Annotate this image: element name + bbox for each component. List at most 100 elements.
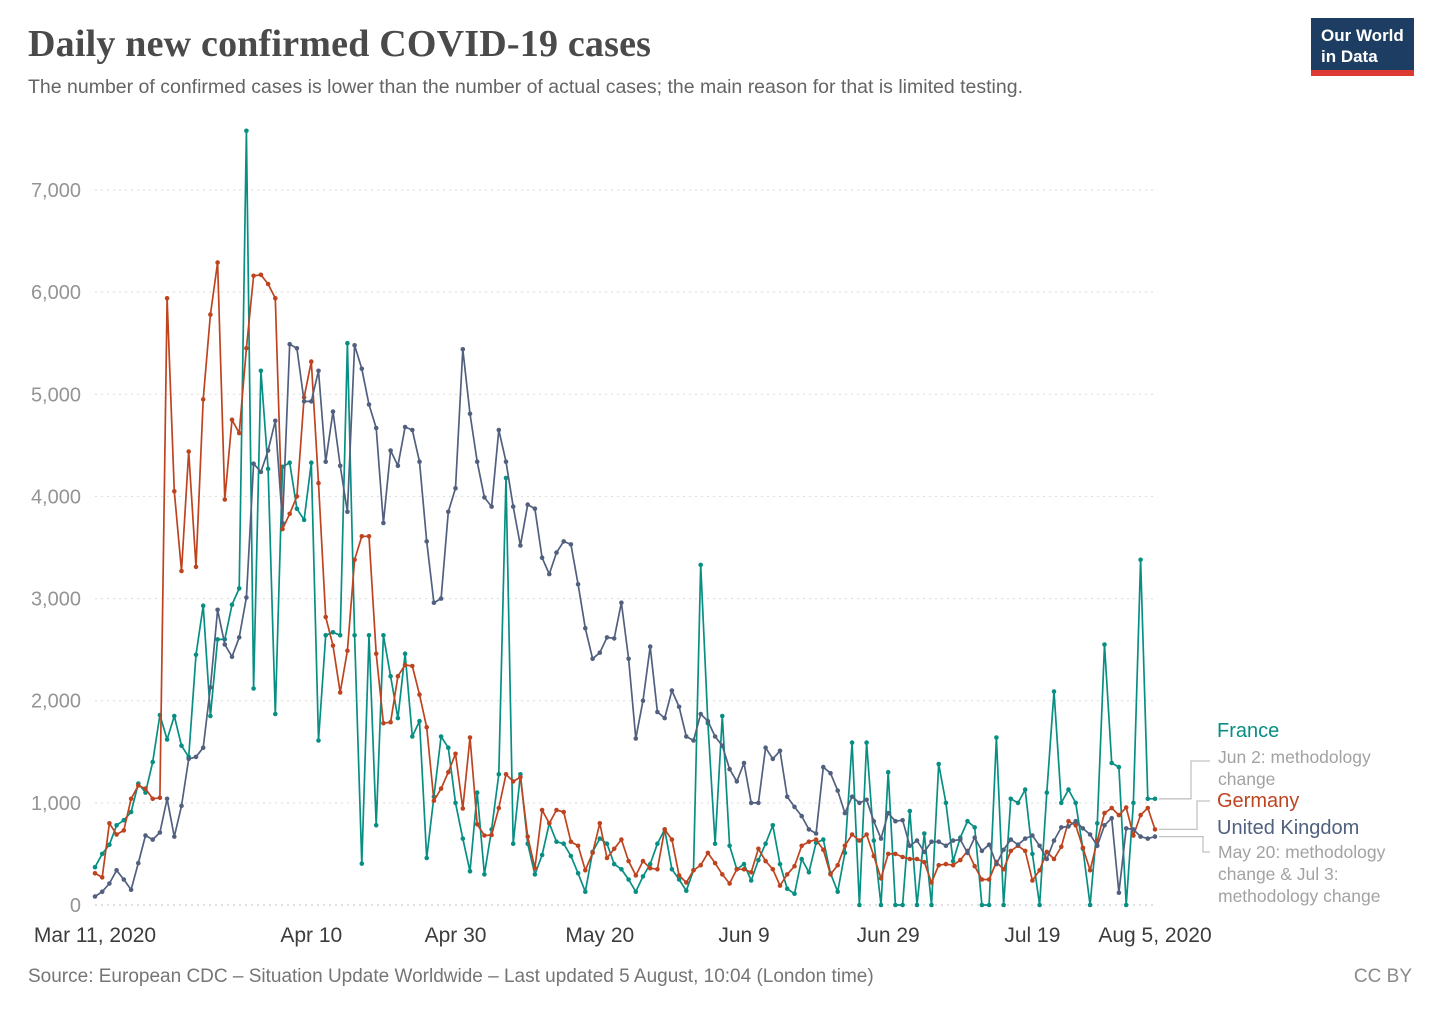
data-point-united-kingdom <box>806 827 812 832</box>
data-point-germany <box>684 880 689 885</box>
data-point-france <box>294 506 300 512</box>
data-point-germany <box>900 854 905 860</box>
data-point-united-kingdom <box>734 779 740 784</box>
data-point-germany <box>381 720 386 726</box>
data-point-united-kingdom <box>611 636 617 641</box>
data-point-united-kingdom <box>655 709 660 715</box>
page-title: Daily new confirmed COVID-19 cases <box>28 23 652 65</box>
data-point-germany <box>1001 867 1006 872</box>
data-point-united-kingdom <box>1044 856 1050 862</box>
data-point-germany <box>460 806 466 811</box>
data-point-germany <box>864 832 869 837</box>
data-point-united-kingdom <box>460 347 466 352</box>
data-point-germany <box>857 838 862 843</box>
data-point-united-kingdom <box>107 881 112 886</box>
data-point-france <box>885 769 891 775</box>
license-link[interactable]: CC BY <box>1353 966 1412 987</box>
data-point-germany <box>453 751 458 757</box>
data-point-germany <box>929 880 934 885</box>
data-point-germany <box>1073 823 1078 828</box>
data-point-france <box>1015 800 1021 806</box>
data-point-france <box>229 602 235 607</box>
data-point-germany <box>258 272 264 278</box>
data-point-germany <box>229 417 235 423</box>
data-point-germany <box>1051 856 1057 862</box>
data-point-france <box>539 852 545 858</box>
data-point-germany <box>1138 812 1143 818</box>
data-point-united-kingdom <box>568 542 574 547</box>
x-tick-label: Jul 19 <box>1004 924 1060 947</box>
data-point-united-kingdom <box>121 877 127 882</box>
data-point-france <box>604 841 610 846</box>
annotation-connector <box>1159 760 1210 800</box>
data-point-united-kingdom <box>647 644 653 649</box>
data-point-germany <box>136 783 141 788</box>
data-point-france <box>561 841 566 846</box>
data-point-france <box>107 842 112 847</box>
data-point-germany <box>878 876 884 881</box>
y-tick-label: 1,000 <box>31 793 81 815</box>
data-point-france <box>208 713 213 719</box>
data-point-france <box>698 562 703 568</box>
data-point-united-kingdom <box>417 459 422 465</box>
data-point-france <box>1087 902 1093 908</box>
data-point-germany <box>373 651 379 656</box>
owid-logo[interactable]: Our World in Data <box>1311 18 1414 76</box>
legend-france-note-line1: Jun 2: methodology <box>1218 747 1371 767</box>
legend-uk-note: May 20: methodology change & Jul 3: meth… <box>1218 841 1385 907</box>
data-point-germany <box>619 837 624 842</box>
data-point-united-kingdom <box>1073 818 1078 824</box>
data-point-germany <box>309 359 314 364</box>
data-point-united-kingdom <box>676 704 682 710</box>
data-point-united-kingdom <box>784 794 790 799</box>
legend-france-label: France <box>1217 720 1280 742</box>
data-point-france <box>777 861 783 867</box>
data-point-france <box>388 673 393 679</box>
data-point-germany <box>287 511 293 517</box>
data-point-united-kingdom <box>748 800 754 806</box>
data-point-united-kingdom <box>229 654 235 660</box>
data-point-france <box>1102 642 1107 647</box>
data-point-germany <box>705 850 711 856</box>
data-point-germany <box>849 832 855 837</box>
data-point-united-kingdom <box>712 734 718 739</box>
data-point-france <box>878 902 884 908</box>
data-point-france <box>799 856 804 862</box>
legend-uk-note-line1: May 20: methodology <box>1218 842 1386 862</box>
data-point-united-kingdom <box>395 463 401 469</box>
data-point-united-kingdom <box>965 850 970 856</box>
data-point-germany <box>525 834 530 839</box>
data-point-germany <box>222 497 228 502</box>
data-point-united-kingdom <box>1152 834 1158 839</box>
data-point-germany <box>763 858 768 864</box>
data-point-united-kingdom <box>907 843 913 849</box>
data-point-germany <box>669 837 675 842</box>
data-point-germany <box>885 851 891 857</box>
data-point-germany <box>1145 805 1151 811</box>
data-point-france <box>655 841 660 846</box>
annotation-connector <box>1159 835 1210 853</box>
data-point-france <box>402 651 408 656</box>
data-point-germany <box>143 786 148 791</box>
data-point-germany <box>1008 848 1014 854</box>
data-point-france <box>1123 902 1129 908</box>
data-point-france <box>1001 902 1006 908</box>
data-point-united-kingdom <box>99 889 105 894</box>
data-point-germany <box>510 779 516 784</box>
data-point-germany <box>489 832 494 838</box>
data-point-france <box>1030 851 1035 857</box>
data-point-germany <box>806 839 812 844</box>
data-point-united-kingdom <box>438 596 444 601</box>
data-point-france <box>114 823 119 828</box>
data-point-united-kingdom <box>150 837 155 842</box>
data-point-germany <box>431 798 437 804</box>
data-point-france <box>215 637 220 642</box>
data-point-france <box>1095 821 1100 826</box>
data-point-germany <box>647 865 653 871</box>
data-point-united-kingdom <box>821 764 826 770</box>
data-point-united-kingdom <box>236 635 242 640</box>
data-point-united-kingdom <box>597 650 603 655</box>
data-point-germany <box>121 828 127 833</box>
data-point-france <box>626 877 631 882</box>
data-point-germany <box>164 296 170 301</box>
